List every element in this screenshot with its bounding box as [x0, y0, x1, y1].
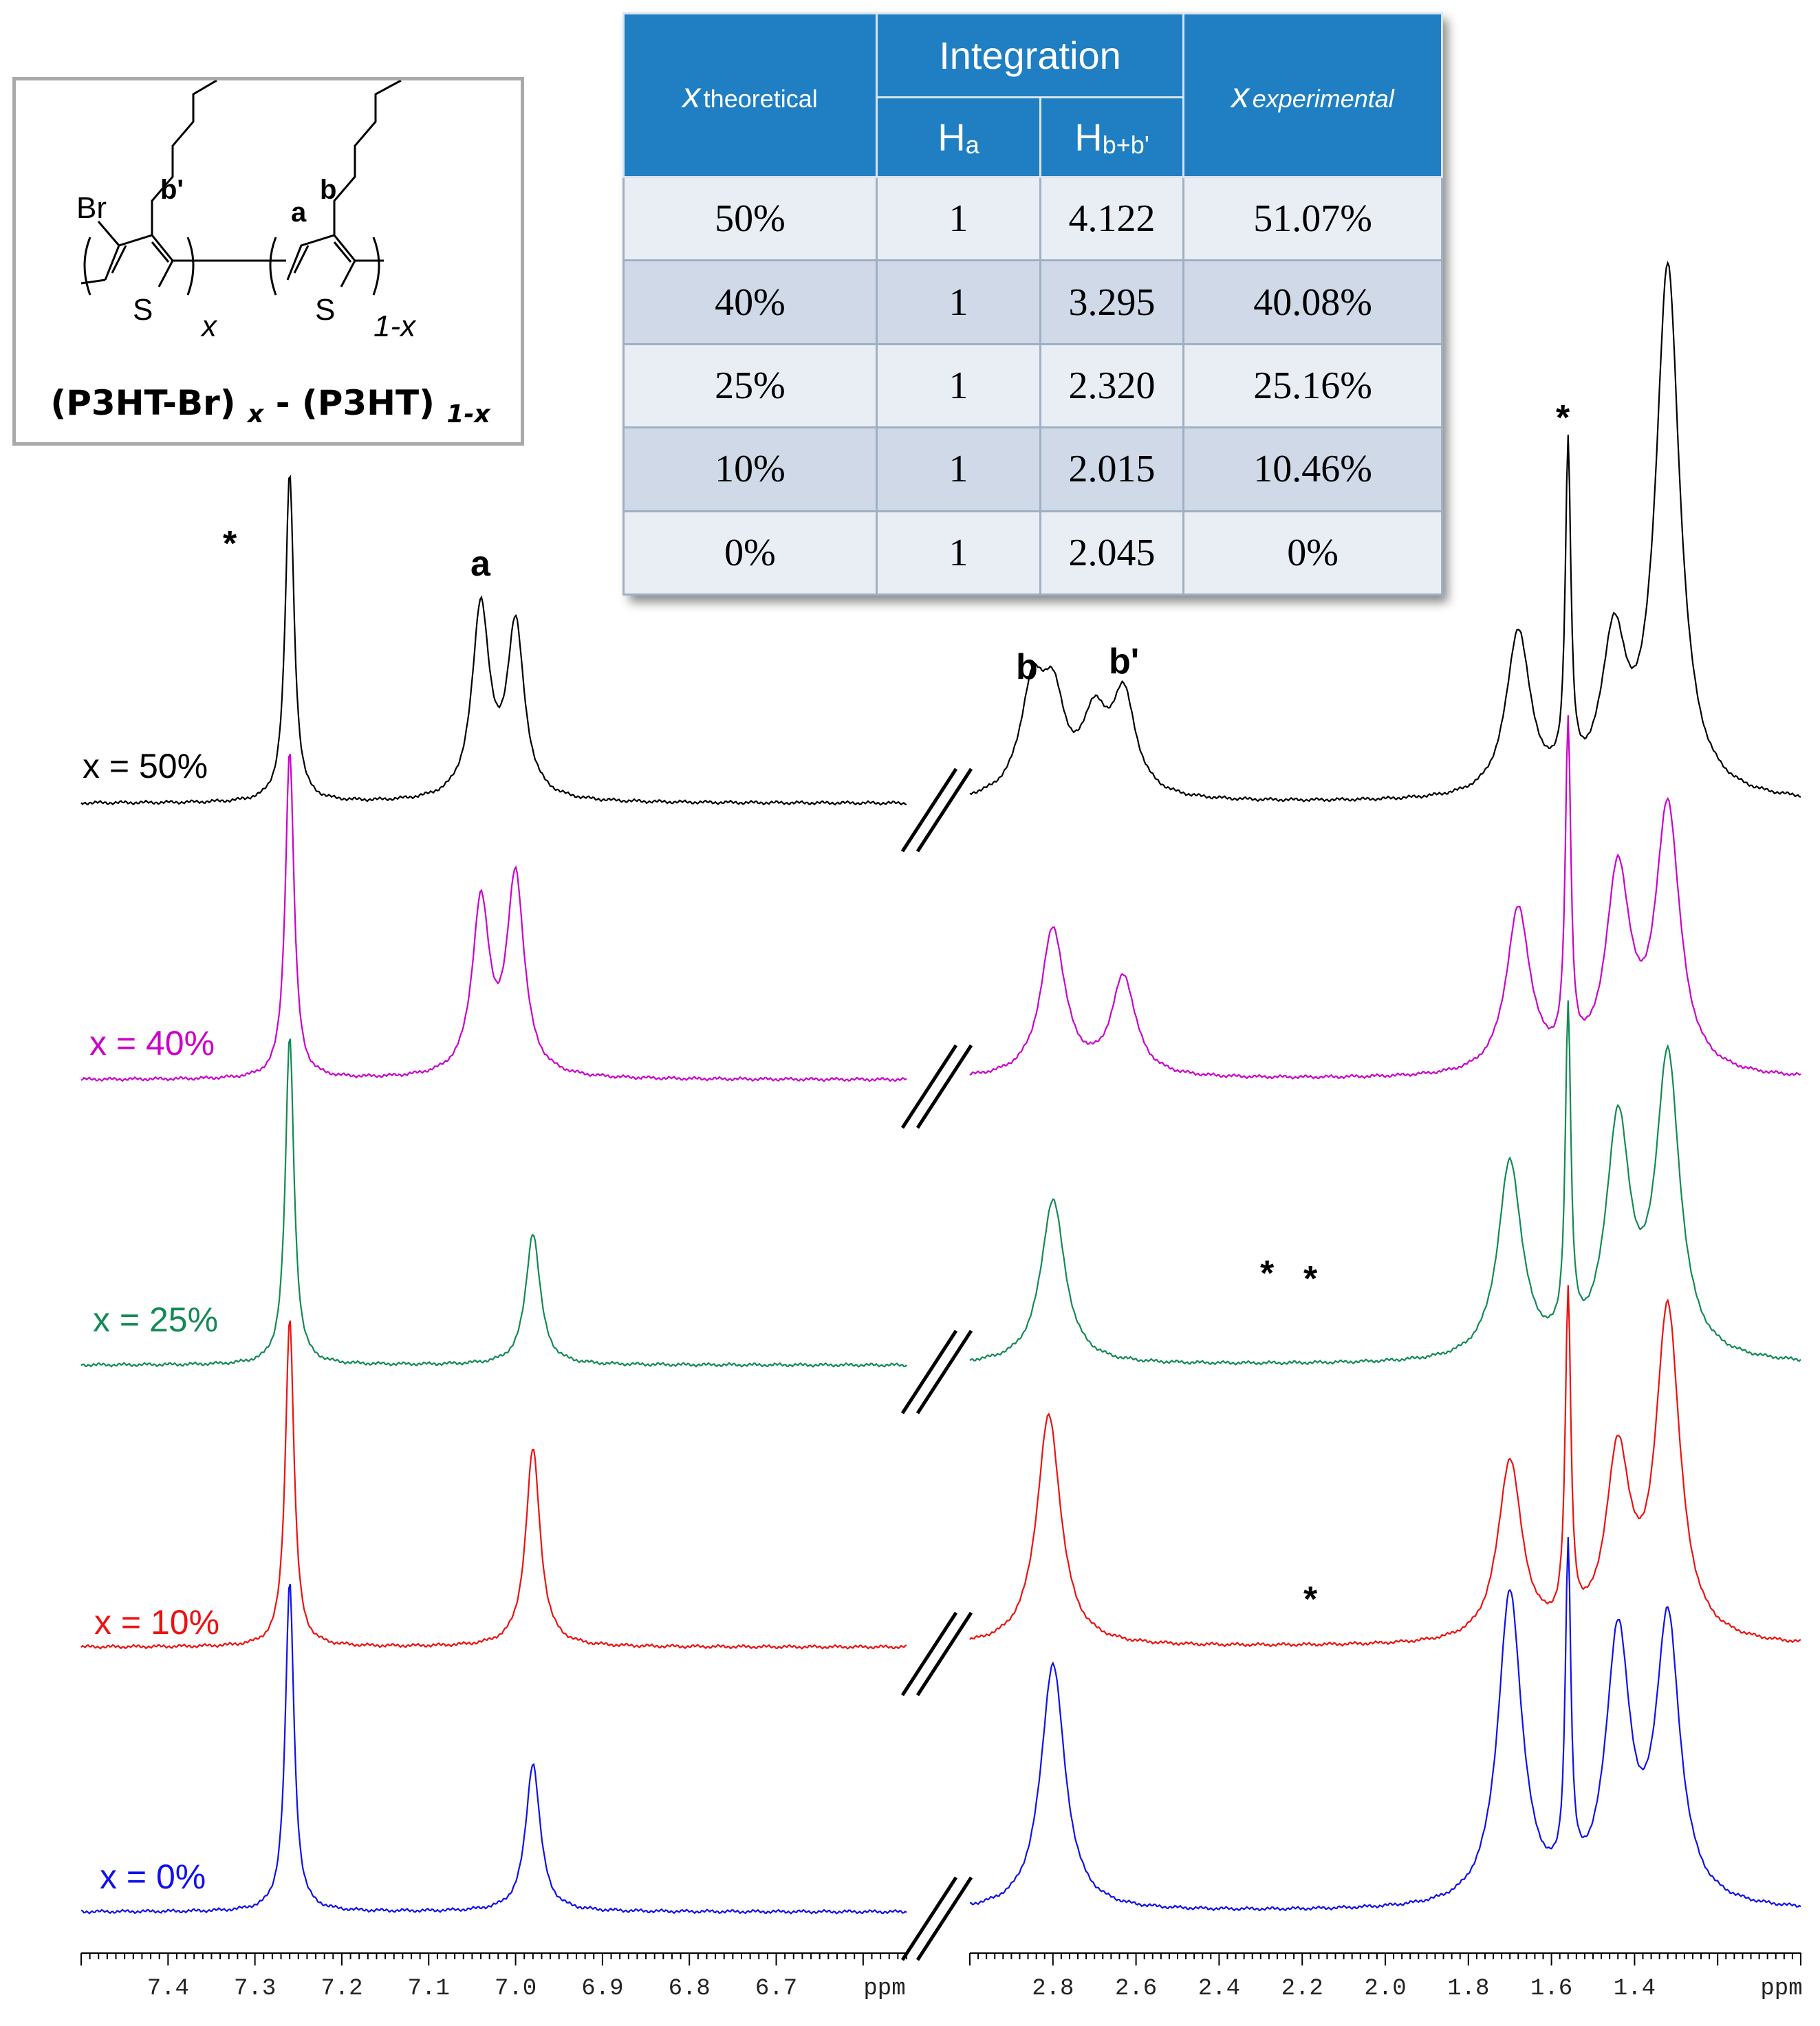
series-label-10: x = 10%	[94, 1603, 220, 1642]
axis-break-line	[916, 1044, 973, 1129]
series-trace-4-r	[969, 1285, 1801, 1648]
header-x-theoretical: x theoretical	[622, 12, 878, 178]
series-trace-5-r	[969, 1537, 1801, 1912]
star-marker: *	[223, 524, 237, 564]
series-trace-4-l	[80, 1320, 907, 1650]
peak-label-b: b	[1016, 647, 1038, 687]
cell-x-theoretical: 0%	[622, 510, 878, 596]
cell-x-experimental: 40.08%	[1182, 259, 1444, 345]
x-tick-label: 2.6	[1115, 1976, 1157, 2002]
cell-hbb: 4.122	[1039, 175, 1185, 262]
cell-x-experimental: 0%	[1182, 510, 1444, 596]
series-label-25: x = 25%	[93, 1300, 219, 1339]
x-tick-label: 1.6	[1530, 1976, 1572, 2002]
series-label-40: x = 40%	[89, 1024, 215, 1063]
cell-ha: 1	[876, 175, 1041, 262]
series-label-50: x = 50%	[83, 747, 208, 785]
x-tick-label: 7.1	[408, 1976, 450, 2002]
cell-x-experimental: 25.16%	[1182, 342, 1444, 429]
header-ha: Ha	[876, 96, 1041, 178]
axis-break-line	[900, 1044, 958, 1129]
cell-x-theoretical: 40%	[622, 259, 878, 345]
series-trace-2-l	[80, 754, 907, 1082]
x-tick-label: 6.7	[755, 1976, 797, 2002]
spectra-traces	[80, 261, 1801, 1915]
cell-x-experimental: 10.46%	[1182, 426, 1444, 512]
series-trace-5-l	[80, 1583, 907, 1915]
x-tick-label: 7.2	[321, 1976, 362, 2002]
series-trace-2-r	[969, 715, 1801, 1080]
x-tick-label: 6.9	[581, 1976, 623, 2002]
cell-ha: 1	[876, 426, 1041, 512]
cell-hbb: 2.015	[1039, 426, 1185, 512]
x-tick-label: 2.0	[1364, 1976, 1406, 2002]
cell-x-theoretical: 25%	[622, 342, 878, 429]
axis-break-line	[900, 1611, 958, 1697]
x-axis: 7.4 7.3 7.2 7.1 7.0 6.9 6.8 6.7 2.8 2.6 2.4 2.2 2.0 1…	[80, 1952, 1803, 2002]
table-row: 0% 1 2.045 0%	[622, 510, 1444, 596]
sulfur-left: S	[133, 293, 153, 327]
x-tick-label: 2.2	[1281, 1976, 1323, 2002]
structure-drawing: Br b' a b S S x 1-x	[76, 80, 417, 343]
table-row: 50% 1 4.122 51.07%	[622, 175, 1444, 262]
subscript-x: x	[200, 309, 218, 343]
axis-break-line	[916, 767, 973, 853]
series-label-0: x = 0%	[100, 1858, 206, 1896]
axis-break-line	[916, 1876, 973, 1961]
ppm-label-right: ppm	[1760, 1976, 1802, 2002]
label-b: b	[320, 175, 336, 205]
cell-ha: 1	[876, 259, 1041, 345]
x-tick-label: 7.4	[147, 1976, 189, 2002]
label-a: a	[291, 197, 307, 228]
axis-break-line	[900, 767, 958, 853]
integration-table: x theoretical Integration x experimental…	[622, 12, 1444, 596]
header-hbb: Hb+b'	[1039, 96, 1185, 178]
peak-label-b-prime: b'	[1109, 642, 1140, 682]
axis-break-line	[916, 1611, 973, 1697]
star-marker: *	[1303, 1259, 1318, 1299]
cell-hbb: 2.320	[1039, 342, 1185, 429]
cell-ha: 1	[876, 510, 1041, 596]
axis-break-line	[900, 1876, 958, 1961]
header-integration: Integration	[875, 12, 1185, 98]
header-x-experimental: x experimental	[1182, 12, 1444, 178]
label-b-prime: b'	[160, 175, 184, 205]
cell-x-theoretical: 10%	[622, 426, 878, 512]
series-trace-1-r	[969, 261, 1801, 803]
cell-x-theoretical: 50%	[622, 175, 878, 262]
star-marker: *	[1303, 1580, 1318, 1620]
copolymer-formula: (P3HT-Br) x - (P3HT) 1-x	[50, 383, 490, 428]
x-tick-label: 2.8	[1032, 1976, 1074, 2002]
star-marker: *	[1260, 1254, 1275, 1294]
x-tick-label: 1.8	[1447, 1976, 1489, 2002]
x-tick-label: 7.0	[495, 1976, 537, 2002]
series-trace-3-r	[969, 1000, 1801, 1366]
cell-x-experimental: 51.07%	[1182, 175, 1444, 262]
chemical-structure-box: Br b' a b S S x 1-x (P3HT-Br) x - (P3HT)…	[12, 77, 524, 446]
bromine-label: Br	[76, 191, 107, 225]
x-tick-label: 1.4	[1614, 1976, 1656, 2002]
x-tick-label: 7.3	[234, 1976, 276, 2002]
table-row: 25% 1 2.320 25.16%	[622, 342, 1444, 429]
peak-label-a: a	[470, 544, 490, 584]
axis-break-line	[900, 1329, 958, 1415]
x-tick-label: 2.4	[1198, 1976, 1240, 2002]
table-row: 10% 1 2.015 10.46%	[622, 426, 1444, 512]
axis-break-line	[916, 1329, 973, 1415]
series-trace-1-l	[80, 475, 907, 806]
axis-break-marks	[900, 767, 973, 1961]
cell-hbb: 2.045	[1039, 510, 1185, 596]
star-marker: *	[1556, 398, 1570, 438]
x-tick-label: 6.8	[669, 1976, 711, 2002]
table-row: 40% 1 3.295 40.08%	[622, 259, 1444, 345]
cell-ha: 1	[876, 342, 1041, 429]
sulfur-right: S	[315, 293, 335, 327]
ppm-label-left: ppm	[863, 1976, 905, 2002]
series-trace-3-l	[80, 1038, 907, 1368]
subscript-1-x: 1-x	[373, 309, 417, 343]
cell-hbb: 3.295	[1039, 259, 1185, 345]
